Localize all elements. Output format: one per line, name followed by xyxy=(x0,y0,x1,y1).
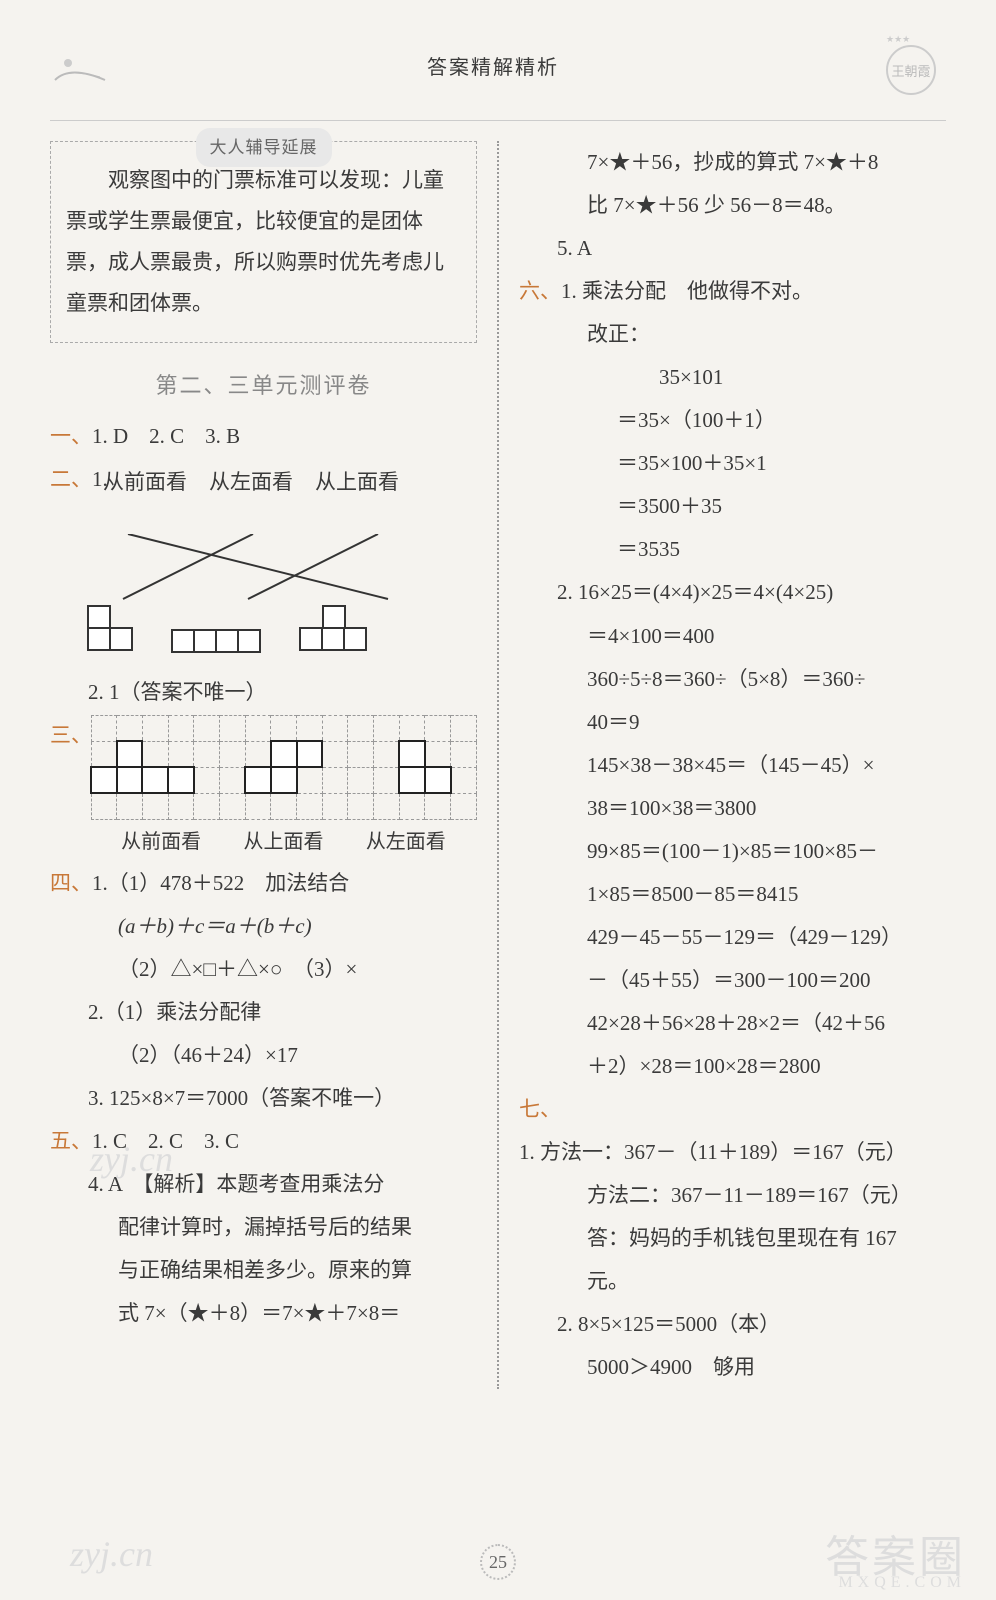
q6-c4: ＝3500＋35 xyxy=(519,485,946,528)
q2-item2: 2. 1（答案不唯一） xyxy=(50,671,477,714)
marker-6: 六、 xyxy=(519,279,561,303)
q4-l2: (a＋b)＋c＝a＋(b＋c) xyxy=(50,905,477,948)
marker-7: 七、 xyxy=(519,1097,561,1121)
q7-l1: 七、1. 方法一：367－（11＋189）＝167（元） xyxy=(519,1088,946,1174)
header-divider xyxy=(50,120,946,121)
q6-l9: 99×85＝(100－1)×85＝100×85－ xyxy=(519,830,946,873)
page-header: 答案精解精析 ★★★ 王朝霞 xyxy=(50,30,946,100)
q5-l3: 配律计算时，漏掉括号后的结果 xyxy=(50,1206,477,1249)
tutor-label: 大人辅导延展 xyxy=(196,128,332,167)
marker-2: 二、 xyxy=(50,467,92,491)
grid-table xyxy=(90,715,477,820)
q7-l3: 答：妈妈的手机钱包里现在有 167 xyxy=(519,1217,946,1260)
q6-l8: 38＝100×38＝3800 xyxy=(519,787,946,830)
q6-c3: ＝35×100＋35×1 xyxy=(519,442,946,485)
q5-l1: 五、1. C 2. C 3. C xyxy=(50,1120,477,1163)
marker-4: 四、 xyxy=(50,871,92,895)
view-label-top: 从上面看 xyxy=(315,466,399,496)
svg-text:王朝霞: 王朝霞 xyxy=(891,64,930,79)
shape-row xyxy=(172,630,260,652)
q4-l3: （2）△×□＋△×○ （3）× xyxy=(50,948,477,991)
q6-l1: 六、1. 乘法分配 他做得不对。 xyxy=(519,270,946,313)
watermark-2: zyj.cn xyxy=(70,1533,153,1575)
right-column: 7×★＋56，抄成的算式 7×★＋8 比 7×★＋56 少 56－8＝48。 5… xyxy=(519,141,946,1389)
brand-badge-icon: ★★★ 王朝霞 xyxy=(876,30,946,100)
tutor-content: 观察图中的门票标准可以发现：儿童票或学生票最便宜，比较便宜的是团体票，成人票最贵… xyxy=(66,160,461,324)
watermark-mxqe: MXQE.COM xyxy=(838,1574,966,1592)
page-title: 答案精解精析 xyxy=(110,51,876,80)
r-l3: 5. A xyxy=(519,227,946,270)
q7-l6: 5000＞4900 够用 xyxy=(519,1346,946,1389)
sun-decoration-icon xyxy=(50,45,110,85)
section-title: 第二、三单元测评卷 xyxy=(50,368,477,400)
q6-l5: 360÷5÷8＝360÷（5×8）＝360÷ xyxy=(519,658,946,701)
column-divider xyxy=(497,141,499,1389)
view-label-front: 从前面看 xyxy=(103,466,187,496)
grid-label-a: 从前面看 xyxy=(121,825,201,854)
q5-l5: 式 7×（★＋8）＝7×★＋7×8＝ xyxy=(50,1292,477,1335)
views-diagram: 从前面看 从左面看 从上面看 xyxy=(88,506,477,661)
marker-3: 三、 xyxy=(50,714,92,757)
q6-l7: 145×38－38×45＝（145－45）× xyxy=(519,744,946,787)
q7-l2: 方法二：367－11－189＝167（元） xyxy=(519,1174,946,1217)
q7-l5: 2. 8×5×125＝5000（本） xyxy=(519,1303,946,1346)
marker-1: 一、 xyxy=(50,424,92,448)
r-l2: 比 7×★＋56 少 56－8＝48。 xyxy=(519,184,946,227)
q6-l2: 改正： xyxy=(519,313,946,356)
q5-l2: 4. A 【解析】本题考查用乘法分 xyxy=(50,1163,477,1206)
tutor-box: 大人辅导延展 观察图中的门票标准可以发现：儿童票或学生票最便宜，比较便宜的是团体… xyxy=(50,141,477,343)
left-column: 大人辅导延展 观察图中的门票标准可以发现：儿童票或学生票最便宜，比较便宜的是团体… xyxy=(50,141,477,1389)
q4-l6: 3. 125×8×7＝7000（答案不唯一） xyxy=(50,1077,477,1120)
page-number: 25 xyxy=(480,1544,516,1580)
marker-5: 五、 xyxy=(50,1129,92,1153)
shape-l xyxy=(88,606,132,652)
q6-c1: 35×101 xyxy=(519,356,946,399)
grid-label-b: 从上面看 xyxy=(243,825,323,854)
q6-l6: 40＝9 xyxy=(519,701,946,744)
q6-l3: 2. 16×25＝(4×4)×25＝4×(4×25) xyxy=(519,571,946,614)
q6-l12: －（45＋55）＝300－100＝200 xyxy=(519,959,946,1002)
q6-l11: 429－45－55－129＝（429－129） xyxy=(519,916,946,959)
grid-diagram: 从前面看 从上面看 从左面看 xyxy=(90,715,477,854)
q1-line: 一、1. D 2. C 3. B xyxy=(50,415,477,458)
q4-l5: （2）（46＋24）×17 xyxy=(50,1034,477,1077)
q4-l4: 2.（1）乘法分配律 xyxy=(50,991,477,1034)
view-label-left: 从左面看 xyxy=(209,466,293,496)
q4-l1: 四、1.（1）478＋522 加法结合 xyxy=(50,862,477,905)
grid-label-c: 从左面看 xyxy=(366,825,446,854)
q6-l14: ＋2）×28＝100×28＝2800 xyxy=(519,1045,946,1088)
shape-t xyxy=(300,606,366,652)
q1-answers: 1. D 2. C 3. B xyxy=(92,424,240,448)
q5-l4: 与正确结果相差多少。原来的算 xyxy=(50,1249,477,1292)
q7-l4: 元。 xyxy=(519,1260,946,1303)
q6-l10: 1×85＝8500－85＝8415 xyxy=(519,873,946,916)
r-l1: 7×★＋56，抄成的算式 7×★＋8 xyxy=(519,141,946,184)
q6-c2: ＝35×（100＋1） xyxy=(519,399,946,442)
q6-c5: ＝3535 xyxy=(519,528,946,571)
q6-l13: 42×28＋56×28＋28×2＝（42＋56 xyxy=(519,1002,946,1045)
svg-text:★★★: ★★★ xyxy=(886,34,910,44)
q6-l4: ＝4×100＝400 xyxy=(519,615,946,658)
